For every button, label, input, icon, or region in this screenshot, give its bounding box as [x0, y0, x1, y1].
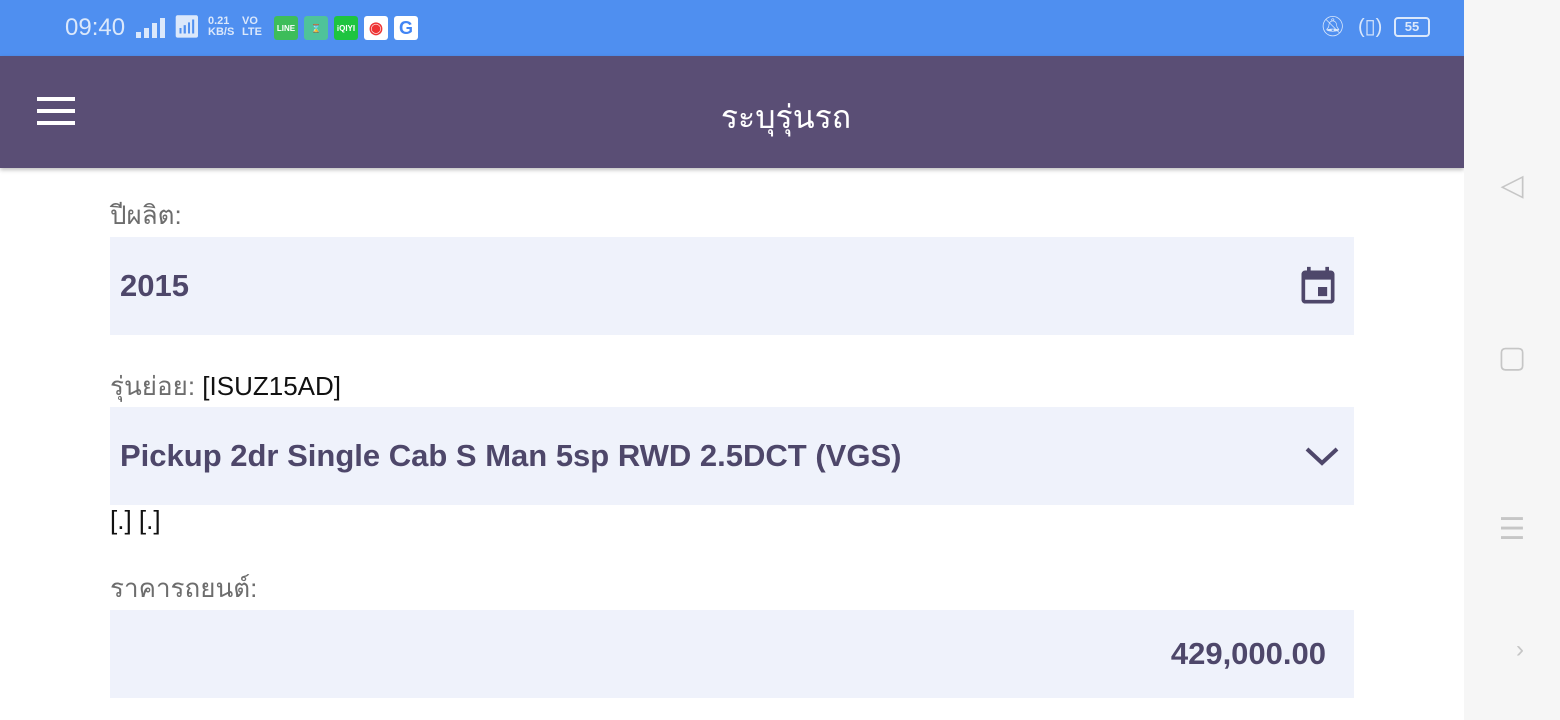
- calendar-icon[interactable]: [1296, 265, 1340, 309]
- chevron-right-icon[interactable]: ›: [1516, 636, 1524, 663]
- chevron-down-icon[interactable]: [1304, 445, 1340, 467]
- iqiyi-icon: iQIYI: [334, 16, 358, 40]
- line-app-icon: LINE: [274, 16, 298, 40]
- system-nav-bar: ◁ ▢ ☰ ›: [1464, 0, 1560, 720]
- submodel-label: รุ่นย่อย: [ISUZ15AD]: [110, 366, 341, 407]
- notification-app-icon: ⌛: [304, 16, 328, 40]
- submodel-code: [ISUZ15AD]: [202, 371, 341, 401]
- submodel-value: Pickup 2dr Single Cab S Man 5sp RWD 2.5D…: [120, 438, 902, 473]
- vo-text: VO: [242, 15, 258, 27]
- battery-icon: 55: [1394, 17, 1430, 37]
- chrome-icon: ◉: [364, 16, 388, 40]
- submodel-select[interactable]: Pickup 2dr Single Cab S Man 5sp RWD 2.5D…: [110, 407, 1354, 505]
- year-field[interactable]: 2015: [110, 237, 1354, 335]
- submodel-label-text: รุ่นย่อย:: [110, 371, 196, 401]
- net-speed-unit: KB/S: [208, 26, 235, 38]
- net-speed: 0.21 KB/S: [208, 16, 234, 38]
- extra-text: [.] [.]: [110, 505, 161, 535]
- back-icon[interactable]: ◁: [1500, 169, 1524, 202]
- vibrate-icon: (▯): [1358, 16, 1383, 38]
- page-title: ระบุรุ่นรถ: [720, 99, 852, 135]
- volte-indicator: VO LTE: [242, 16, 262, 38]
- price-label: ราคารถยนต์:: [110, 573, 258, 603]
- status-bar: 09:40 📶︎ 0.21 KB/S VO LTE LINE ⌛ iQIYI ◉ G…: [0, 0, 1464, 56]
- net-speed-value: 0.21: [208, 15, 230, 27]
- recents-icon[interactable]: ☰: [1498, 513, 1526, 546]
- year-value: 2015: [120, 268, 189, 303]
- hamburger-icon[interactable]: [37, 97, 75, 125]
- clock: 09:40: [65, 14, 126, 41]
- app-header: ระบุรุ่นรถ: [0, 56, 1464, 168]
- year-label: ปีผลิต:: [110, 200, 182, 230]
- google-icon: G: [394, 16, 418, 40]
- wifi-icon: 📶︎: [173, 14, 201, 39]
- price-field[interactable]: 429,000.00: [110, 610, 1354, 698]
- price-value: 429,000.00: [1170, 636, 1326, 671]
- signal-icon: [136, 18, 165, 38]
- mute-icon: 🔕︎: [1320, 16, 1346, 38]
- lte-text: LTE: [242, 26, 262, 38]
- home-icon[interactable]: ▢: [1497, 341, 1527, 374]
